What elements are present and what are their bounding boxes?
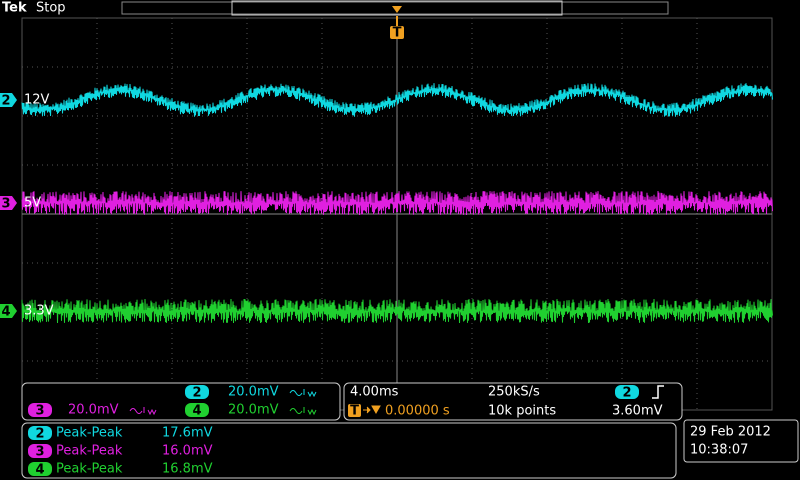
trigger-level: 3.60mV [612,404,663,419]
vertical-scale: 20.0mV [228,385,279,400]
record-window [231,0,563,16]
channel-tag-number: 2 [35,427,44,442]
sample-rate: 250kS/s [488,385,540,400]
trigger-pos-marker: T [350,404,359,419]
channel-tag [28,444,52,458]
waveform [21,298,773,324]
trigger-pos-arrow [363,405,381,415]
measurement-name: Peak-Peak [56,462,123,477]
trigger-slope [652,385,664,399]
trigger-box [390,26,404,39]
channel-number: 3 [1,197,10,212]
measurement-value: 16.8mV [162,462,213,477]
brand: Tek [2,1,27,16]
channel-tag [185,385,209,399]
record-length: 10k points [488,404,556,419]
channel-tag-number: 4 [35,463,44,478]
bandwidth-symbol [289,389,317,398]
graticule [22,18,772,410]
channel-marker [0,93,17,107]
channel-label: 5V [24,196,41,211]
channel-label: 3.3V [24,304,54,319]
trigger-pos-box [348,404,361,417]
bandwidth-symbol [129,407,157,416]
channel-tag [615,385,639,399]
horizontal-panel [343,382,683,421]
channel-number: 4 [1,305,10,320]
time-scale: 4.00ms [350,385,399,400]
channel-label: 12V [24,93,50,108]
trigger-position: 0.00000 s [385,404,450,419]
channel-marker [0,196,17,210]
measurement-value: 17.6mV [162,426,213,441]
time: 10:38:07 [690,443,748,458]
channel-tag [28,462,52,476]
date: 29 Feb 2012 [690,425,771,440]
channel-tag-number: 3 [35,404,44,419]
channel-tag-number: 2 [192,386,201,401]
channel-marker [0,304,17,318]
waveform [21,190,773,216]
waveforms [21,83,773,324]
trigger-arrow [392,6,402,13]
measurement-panel [21,422,677,479]
channel-tag [28,403,52,417]
vertical-scale: 20.0mV [68,403,119,418]
waveform [21,83,773,117]
status: Stop [36,1,66,16]
measurement-name: Peak-Peak [56,444,123,459]
record-bar [121,1,669,15]
measurement-value: 16.0mV [162,444,213,459]
channel-tag [185,403,209,417]
datetime-panel [683,419,799,463]
bandwidth-symbol [289,407,317,416]
channel-tag-number: 2 [622,386,631,401]
vertical-scale: 20.0mV [228,403,279,418]
trigger-marker: T [393,26,402,41]
channel-number: 2 [1,94,10,109]
channel-tag-number: 4 [192,404,201,419]
channel-tag [28,426,52,440]
vertical-panel [21,382,341,421]
measurement-name: Peak-Peak [56,426,123,441]
channel-tag-number: 3 [35,445,44,460]
